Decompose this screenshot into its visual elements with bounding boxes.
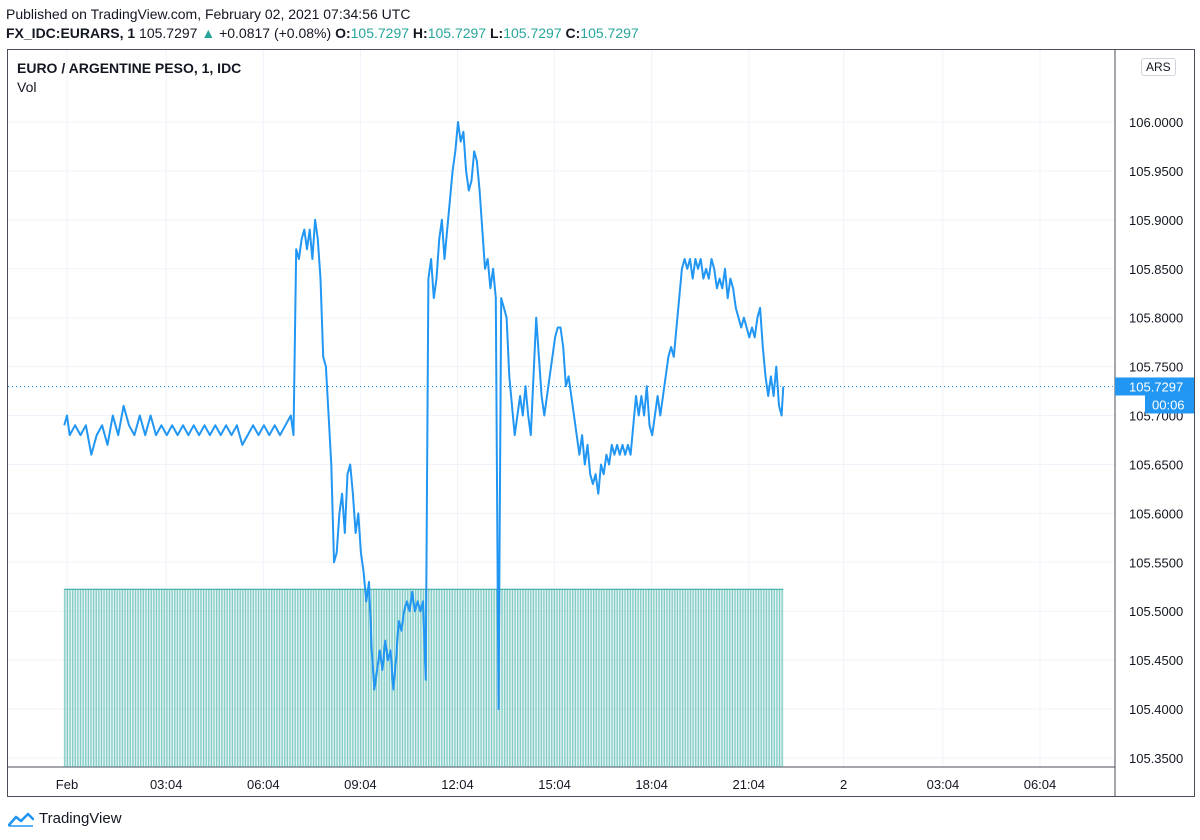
low-label: L: bbox=[490, 25, 504, 41]
high-label: H: bbox=[412, 25, 428, 41]
y-tick-label: 105.7500 bbox=[1129, 360, 1183, 375]
y-tick-label: 105.3500 bbox=[1129, 751, 1183, 766]
low-value: 105.7297 bbox=[503, 25, 562, 41]
countdown-label-bg bbox=[1145, 395, 1195, 414]
footer-brand[interactable]: TradingView bbox=[8, 810, 122, 827]
close-label: C: bbox=[565, 25, 581, 41]
x-tick-label: 21:04 bbox=[732, 777, 765, 792]
open-label: O: bbox=[335, 25, 351, 41]
price-change: +0.0817 (+0.08%) bbox=[219, 25, 332, 41]
x-tick-label: 15:04 bbox=[538, 777, 571, 792]
x-tick-label: Feb bbox=[56, 777, 78, 792]
current-price-label-bg bbox=[1115, 377, 1195, 396]
chart-frame bbox=[7, 49, 1195, 797]
countdown-label: 00:06 bbox=[1152, 397, 1185, 412]
close-value: 105.7297 bbox=[580, 25, 639, 41]
y-tick-label: 105.4500 bbox=[1129, 653, 1183, 668]
y-tick-label: 105.9000 bbox=[1129, 213, 1183, 228]
y-tick-label: 105.4000 bbox=[1129, 702, 1183, 717]
y-tick-label: 105.9500 bbox=[1129, 164, 1183, 179]
x-tick-label: 03:04 bbox=[927, 777, 960, 792]
price-line bbox=[63, 121, 785, 711]
high-value: 105.7297 bbox=[427, 25, 487, 41]
symbol-quote-bar: FX_IDC:EURARS, 1 105.7297 ▲ +0.0817 (+0.… bbox=[6, 25, 639, 41]
volume-legend: Vol bbox=[17, 79, 37, 95]
open-value: 105.7297 bbox=[350, 25, 410, 41]
x-tick-label: 2 bbox=[840, 777, 847, 792]
chart-title: EURO / ARGENTINE PESO, 1, IDC bbox=[17, 60, 242, 76]
y-tick-label: 105.5500 bbox=[1129, 555, 1183, 570]
x-tick-label: 06:04 bbox=[1024, 777, 1057, 792]
y-tick-label: 106.0000 bbox=[1129, 115, 1183, 130]
y-tick-label: 105.6000 bbox=[1129, 506, 1183, 521]
tradingview-logo-icon bbox=[8, 812, 34, 827]
x-tick-label: 06:04 bbox=[247, 777, 280, 792]
current-price-label: 105.7297 bbox=[1129, 379, 1183, 394]
x-tick-label: 09:04 bbox=[344, 777, 377, 792]
x-tick-label: 12:04 bbox=[441, 777, 474, 792]
brand-name: TradingView bbox=[39, 810, 122, 827]
last-price: 105.7297 bbox=[139, 25, 198, 41]
chart-legend: EURO / ARGENTINE PESO, 1, IDC Vol bbox=[17, 60, 241, 95]
y-tick-label: 105.6500 bbox=[1129, 457, 1183, 472]
symbol-name: FX_IDC:EURARS, 1 bbox=[6, 25, 136, 41]
x-tick-label: 03:04 bbox=[150, 777, 183, 792]
y-tick-label: 105.5000 bbox=[1129, 604, 1183, 619]
y-tick-label: 105.8500 bbox=[1129, 262, 1183, 277]
change-up-icon: ▲ bbox=[201, 25, 216, 41]
published-caption: Published on TradingView.com, February 0… bbox=[6, 6, 411, 22]
x-tick-label: 18:04 bbox=[635, 777, 668, 792]
currency-badge[interactable]: ARS bbox=[1141, 58, 1176, 76]
y-tick-label: 105.8000 bbox=[1129, 311, 1183, 326]
